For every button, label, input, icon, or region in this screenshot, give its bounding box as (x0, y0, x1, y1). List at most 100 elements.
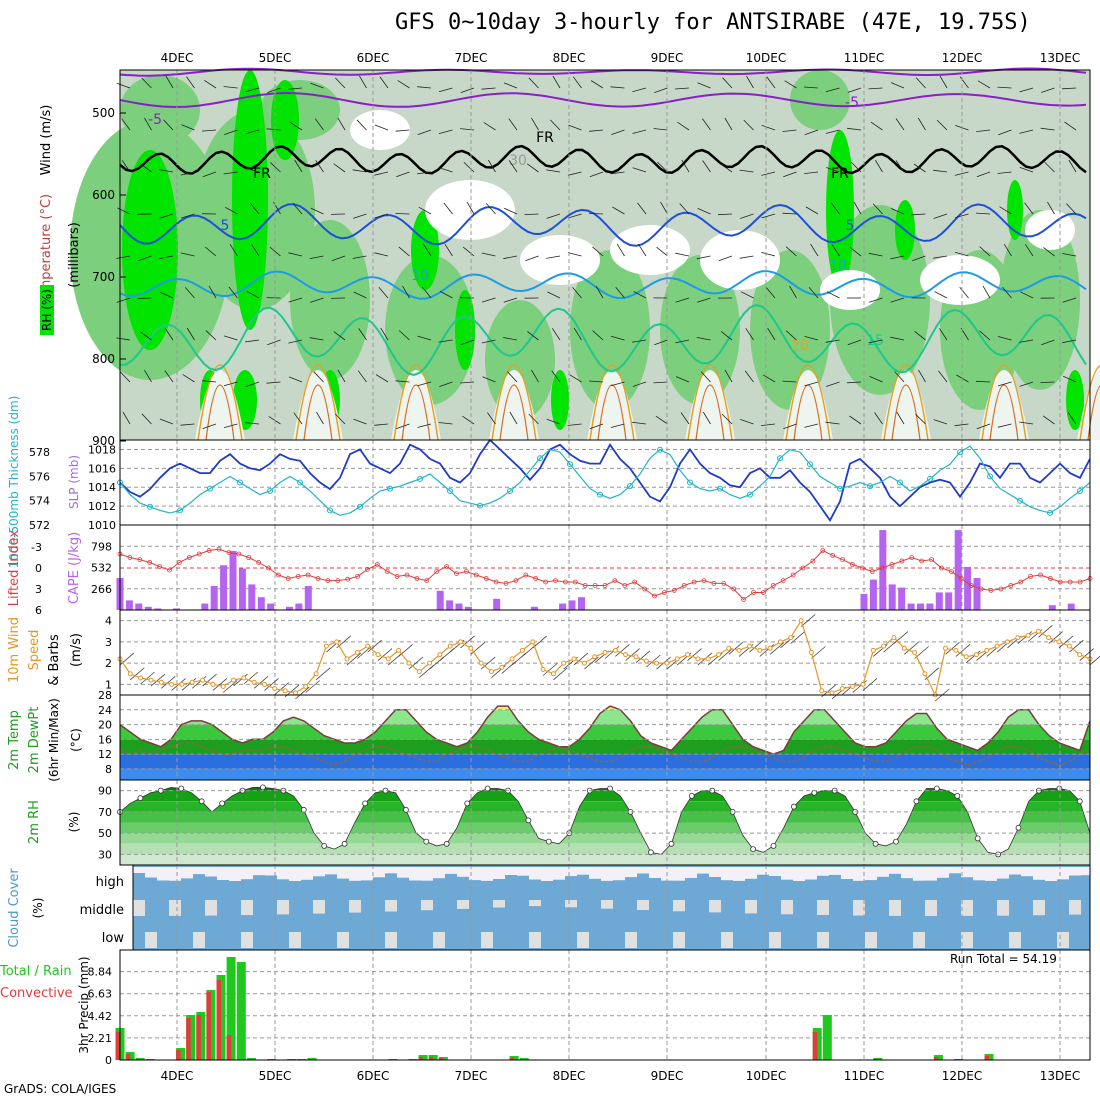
thickness-point (897, 479, 903, 486)
date-label-top: 12DEC (942, 51, 982, 65)
wind-barb (503, 337, 518, 341)
high-cloud-gap (517, 867, 529, 876)
wind-barb (333, 331, 346, 341)
temp-band (120, 754, 1090, 769)
wind-barb (551, 370, 561, 383)
lifted-index-point (869, 569, 875, 574)
wind-barb (314, 118, 324, 131)
wind-barb-10m (377, 648, 393, 661)
wind-speed-point (922, 671, 928, 677)
cape-bar (973, 578, 981, 610)
rh-tick-label: 90 (98, 785, 112, 798)
high-cloud-gap (889, 867, 901, 874)
wind-barb (251, 243, 260, 257)
wind-barb (294, 159, 303, 173)
freezing-contour (119, 144, 1087, 175)
wind-barb (444, 243, 453, 257)
wind-barb-10m (161, 675, 176, 689)
wind-barb (847, 339, 862, 346)
wind-barb (804, 381, 819, 387)
wind-barb (674, 87, 690, 90)
temp-tick-label: 12 (98, 748, 112, 761)
mid-cloud-gap (421, 900, 433, 911)
wind-speed-point (303, 684, 309, 689)
wind-barb (917, 117, 926, 131)
pressure-axis-label: (millibars) (67, 222, 82, 288)
mid-cloud-gap (889, 900, 901, 916)
lifted-index-point (147, 560, 153, 565)
rh-point (219, 800, 226, 807)
temp-axis-label-2: 2m DewPt (27, 707, 42, 774)
wind-barb-10m (480, 656, 496, 670)
wind-barb (675, 252, 690, 257)
date-label-bottom: 7DEC (455, 1069, 488, 1083)
wind-barb-10m (769, 641, 785, 655)
high-cloud-gap (613, 867, 625, 881)
wind-barb (938, 370, 948, 383)
cape-bar (286, 606, 293, 610)
wind-barb (679, 203, 690, 215)
wind-barb (293, 412, 303, 425)
wind-barb (638, 243, 647, 257)
wind-barb (359, 75, 367, 89)
lifted-index-point (998, 586, 1004, 592)
wind-barb (890, 336, 905, 341)
wind-speed-point (365, 643, 371, 649)
wind-speed-point (344, 656, 350, 662)
wind-speed-point (530, 639, 536, 645)
wind-barb (784, 80, 797, 89)
high-cloud-gap (949, 867, 961, 874)
lifted-index-point (988, 588, 994, 593)
wind-barb (483, 122, 496, 131)
wind-barb-10m (253, 675, 269, 689)
rh-point (974, 835, 981, 842)
high-cloud-gap (325, 867, 337, 875)
lifted-index-point (176, 560, 182, 565)
wind-barb (508, 160, 518, 173)
rh-point (668, 840, 675, 847)
high-cloud-gap (505, 867, 517, 875)
high-cloud-gap (697, 867, 709, 874)
wind-speed-point (943, 645, 948, 651)
wind-barb (830, 202, 840, 215)
lifted-index-point (206, 548, 212, 553)
precip-total-bar (246, 1058, 256, 1060)
cape-bar (954, 530, 962, 610)
wind-speed-point (200, 677, 206, 683)
rh-point (321, 843, 328, 849)
wind-barb (959, 286, 969, 299)
temp-25-contour (205, 384, 235, 441)
wind-barb (186, 327, 195, 341)
date-label-top: 5DEC (259, 51, 292, 65)
temp-tick-label: 16 (98, 733, 112, 746)
wind-barb (1040, 127, 1055, 131)
temp-25-contour (989, 384, 1019, 441)
wind-barb (675, 339, 690, 344)
thickness-tick-label: 578 (29, 446, 50, 459)
wind-barb-10m (398, 644, 413, 657)
contour-label: FR (831, 166, 849, 182)
thickness-tick-label: 576 (29, 470, 50, 483)
rh-point (648, 849, 654, 856)
date-label-bottom: 8DEC (553, 1069, 586, 1083)
lifted-index-point (186, 555, 192, 560)
high-cloud-gap (1057, 867, 1069, 880)
cloud-level-label: low (102, 931, 125, 946)
wind-barb (180, 423, 195, 426)
cape-axis-label: CAPE (J/kg) (67, 532, 82, 604)
wind-barb (740, 213, 754, 219)
wind-barb-10m (264, 678, 279, 691)
wind-barb (245, 87, 260, 92)
thickness-point (957, 449, 963, 456)
wind-barb (205, 330, 217, 341)
wind-barb (637, 202, 647, 215)
thickness-point (1017, 497, 1023, 504)
high-cloud-gap (829, 867, 841, 875)
high-cloud-gap (145, 867, 157, 878)
thickness-point (537, 455, 543, 462)
rh-mid-area (290, 220, 370, 380)
lifted-index-point (731, 586, 737, 592)
wind-speed-point (953, 647, 959, 653)
low-cloud-gap (673, 932, 685, 948)
wind-barb-10m (800, 614, 816, 627)
